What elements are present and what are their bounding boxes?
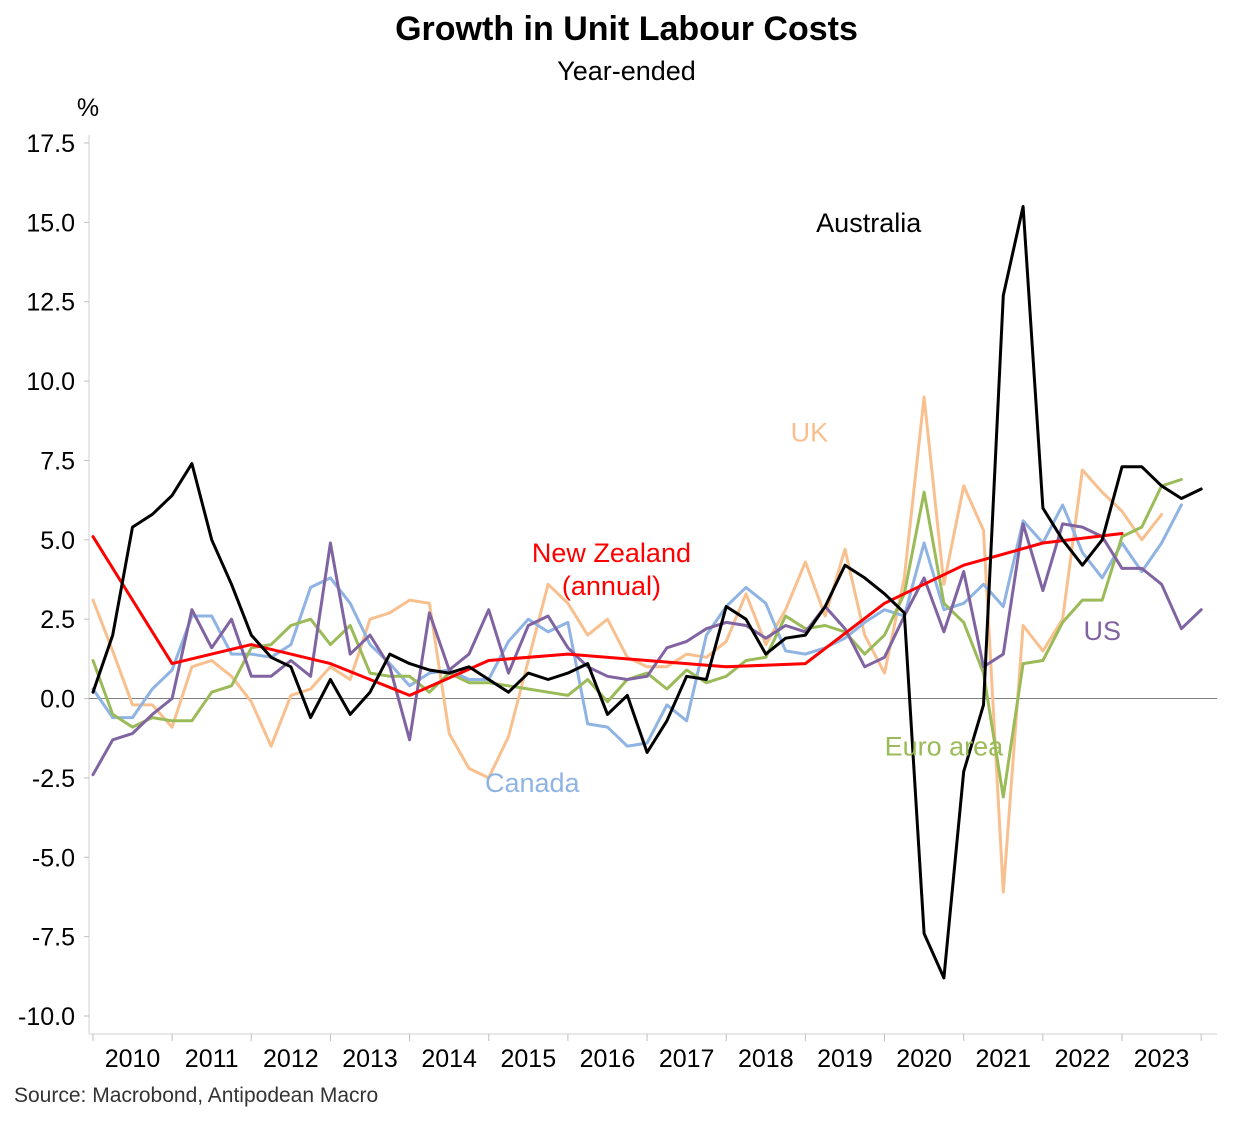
x-tick-label: 2012: [263, 1045, 319, 1073]
x-tick-label: 2021: [975, 1045, 1031, 1073]
series-label-canada: Canada: [485, 768, 581, 798]
x-tick-label: 2013: [342, 1045, 398, 1073]
x-tick-label: 2017: [659, 1045, 715, 1073]
series-label-australia: Australia: [816, 208, 922, 238]
axes: -10.0 -7.5 -5.0 -2.5 0.0 2.5 5.0 7.5 10.0 12.5 15.…: [18, 130, 1217, 1073]
series-line-uk: [91, 395, 1164, 894]
source-note: Source: Macrobond, Antipodean Macro: [14, 1084, 379, 1107]
x-tick-label: 2023: [1134, 1045, 1190, 1073]
series-line-us: [91, 522, 1203, 777]
series-labels: UK Canada Euro area US New Zealand (annual) Au…: [485, 208, 1121, 798]
y-tick-label: -2.5: [32, 765, 75, 793]
x-tick-label: 2014: [421, 1045, 477, 1073]
x-tick-label: 2016: [580, 1045, 636, 1073]
y-tick-label: -10.0: [18, 1003, 75, 1031]
y-tick-label: 10.0: [26, 368, 75, 396]
y-tick-label: -5.0: [32, 844, 75, 872]
x-tick-label: 2015: [501, 1045, 557, 1073]
x-tick-label: 2022: [1055, 1045, 1111, 1073]
y-tick-label: 12.5: [26, 289, 75, 317]
y-tick-label: 2.5: [40, 606, 75, 634]
series-label-new-zealand: New Zealand (annual): [532, 538, 691, 601]
y-tick-label: -7.5: [32, 924, 75, 952]
series-label-uk: UK: [791, 417, 829, 447]
x-tick-label: 2011: [185, 1045, 239, 1073]
x-tick-label: 2010: [105, 1045, 161, 1073]
y-tick-label: 5.0: [40, 527, 75, 555]
y-tick-label: 15.0: [26, 209, 75, 237]
y-tick-label: 17.5: [26, 130, 75, 158]
series-label-euro-area: Euro area: [885, 732, 1005, 762]
series-line-australia: [91, 205, 1203, 980]
x-tick-label: 2019: [817, 1045, 873, 1073]
series-line-euro-area: [91, 478, 1183, 799]
series-layer: [91, 205, 1203, 980]
chart-subtitle: Year-ended: [557, 56, 696, 86]
y-tick-label: 7.5: [40, 447, 75, 475]
series-line-canada: [91, 503, 1183, 748]
y-tick-label: 0.0: [40, 686, 75, 714]
y-axis-unit-label: %: [77, 94, 99, 122]
x-tick-label: 2020: [896, 1045, 952, 1073]
chart-title: Growth in Unit Labour Costs: [395, 10, 858, 48]
series-label-us: US: [1083, 616, 1121, 646]
x-tick-label: 2018: [738, 1045, 794, 1073]
